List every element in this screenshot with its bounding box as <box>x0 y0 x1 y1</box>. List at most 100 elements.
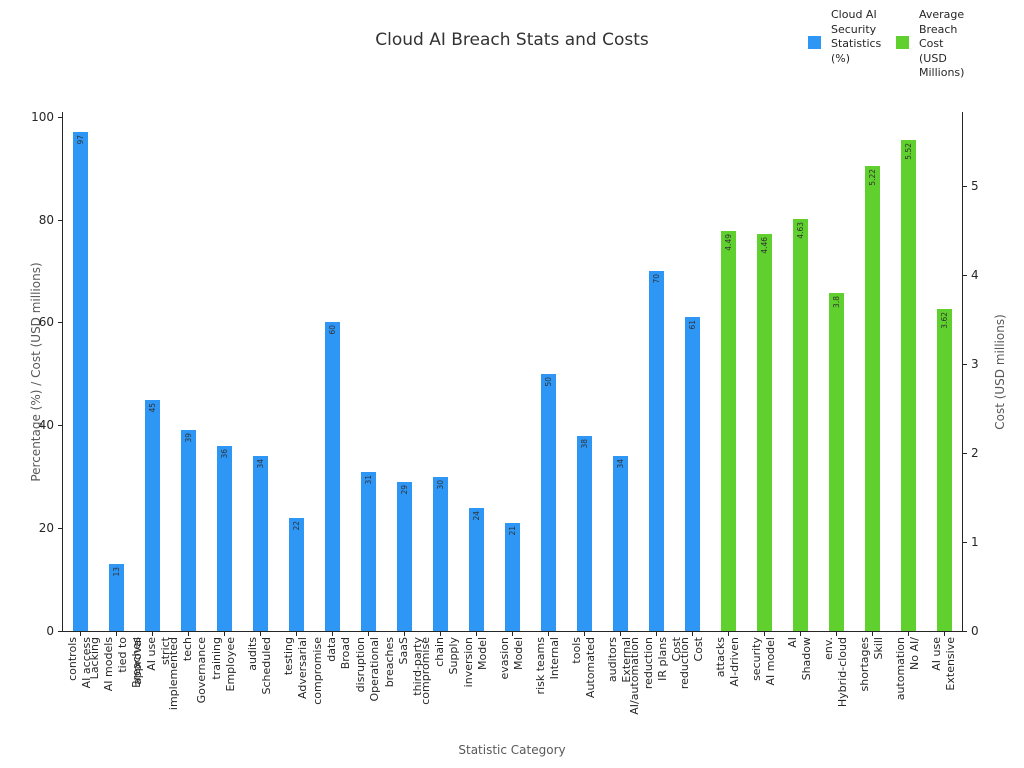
x-tick-mark <box>332 632 333 636</box>
bar-value-label: 38 <box>580 438 589 449</box>
bar-value-label: 3.8 <box>832 295 841 308</box>
x-tick-label: AI Shadow <box>786 637 813 681</box>
x-tick-label: audits Scheduled <box>246 637 273 695</box>
bar-value-label: 97 <box>76 135 85 145</box>
x-tick-label: AI/automation reduction IR plans Cost <box>628 637 683 715</box>
bar-breaches-tied-to-ai-models-lacking <box>108 564 124 631</box>
x-tick-label: automation No AI/ <box>894 637 921 701</box>
bar-value-label: 13 <box>112 567 121 577</box>
x-tick-mark <box>224 632 225 636</box>
bar-broad-data-compromise <box>324 322 340 631</box>
y-tick-mark-left <box>58 425 62 427</box>
y-tick-label-right: 3 <box>971 356 979 371</box>
y-tick-mark-left <box>58 219 62 221</box>
x-tick-label: attacks AI-driven <box>714 637 741 687</box>
bar-scheduled-audits <box>252 456 268 631</box>
x-tick-label: reduction Cost <box>678 637 705 690</box>
y-tick-mark-left <box>58 631 62 632</box>
bar-supply-chain-compromise <box>432 476 448 631</box>
y-tick-label-right: 5 <box>971 178 979 193</box>
y-tick-mark-right <box>963 452 967 454</box>
bar-value-label: 29 <box>400 484 409 495</box>
bar-value-label: 5.22 <box>868 169 877 186</box>
bar-value-label: 3.62 <box>940 311 949 329</box>
y-tick-label-left: 80 <box>38 212 54 227</box>
bar-skill-shortages <box>864 166 880 631</box>
x-tick-mark <box>116 632 117 636</box>
x-tick-mark <box>296 632 297 636</box>
x-tick-label: evasion Model <box>498 637 525 680</box>
y-tick-mark-right <box>963 631 967 632</box>
bar-value-label: 45 <box>148 402 157 413</box>
x-tick-mark <box>260 632 261 636</box>
x-tick-mark <box>80 632 81 636</box>
bar-ai-access-controls <box>72 132 88 631</box>
y-tick-mark-left <box>58 322 62 324</box>
x-tick-mark <box>584 632 585 636</box>
bar-cost-reduction <box>684 317 700 631</box>
x-tick-label: security AI model <box>750 637 777 686</box>
x-tick-mark <box>656 632 657 636</box>
bar-value-label: 61 <box>688 320 697 330</box>
x-tick-mark <box>548 632 549 636</box>
bar-value-label: 5.52 <box>904 142 913 160</box>
bar-governance-tech-implemented <box>180 430 196 631</box>
bar-value-label: 36 <box>220 448 229 459</box>
x-tick-label: testing Adversarial <box>282 637 309 699</box>
x-tick-mark <box>404 632 405 636</box>
x-tick-label: env. Hybrid-cloud <box>822 637 849 708</box>
bar-model-evasion <box>504 522 520 631</box>
bar-extensive-ai-use <box>936 308 952 631</box>
x-tick-label: training Employee <box>210 637 237 692</box>
x-tick-label: compromise chain Supply <box>419 637 460 705</box>
bar-automated-tools <box>576 435 592 631</box>
y-axis-right-label: Cost (USD millions) <box>993 314 1007 430</box>
x-tick-mark <box>188 632 189 636</box>
x-tick-label: inversion Model <box>462 637 489 688</box>
bar-employee-training <box>216 445 232 631</box>
bar-external-auditors <box>612 456 628 631</box>
bar-ai-driven-attacks <box>720 231 736 631</box>
bar-no-ai-automation <box>900 139 916 631</box>
bar-value-label: 30 <box>436 479 445 490</box>
x-tick-mark <box>836 632 837 636</box>
bar-value-label: 31 <box>364 474 373 485</box>
x-tick-label: AI use Extensive <box>930 637 957 691</box>
y-tick-mark-right <box>963 363 967 365</box>
y-tick-mark-left <box>58 116 62 118</box>
x-tick-mark <box>512 632 513 636</box>
y-tick-label-left: 60 <box>38 315 54 330</box>
bar-value-label: 70 <box>652 273 661 284</box>
bar-value-label: 21 <box>508 525 517 536</box>
x-tick-mark <box>872 632 873 636</box>
legend-swatch-blue <box>808 36 821 49</box>
legend-swatch-green <box>896 36 909 49</box>
bar-value-label: 24 <box>472 510 481 521</box>
x-tick-mark <box>620 632 621 636</box>
y-tick-label-right: 4 <box>971 267 979 282</box>
x-tick-mark <box>800 632 801 636</box>
bar-model-inversion <box>468 507 484 631</box>
chart-title: Cloud AI Breach Stats and Costs <box>375 30 649 50</box>
bar-value-label: 4.49 <box>724 234 733 251</box>
x-tick-mark <box>764 632 765 636</box>
x-tick-label: compromise data Broad <box>311 637 352 705</box>
bar-value-label: 50 <box>544 376 553 387</box>
bar-value-label: 22 <box>292 520 301 531</box>
x-tick-mark <box>152 632 153 636</box>
x-tick-mark <box>476 632 477 636</box>
bar-value-label: 4.63 <box>796 221 805 239</box>
bar-hybrid-cloud-env- <box>828 292 844 631</box>
x-tick-mark <box>944 632 945 636</box>
x-tick-mark <box>728 632 729 636</box>
bar-adversarial-testing <box>288 517 304 631</box>
y-tick-label-left: 40 <box>38 418 54 433</box>
x-tick-label: shortages Skill <box>858 637 885 692</box>
y-tick-label-left: 20 <box>38 521 54 536</box>
y-axis-right-spine <box>962 112 963 632</box>
legend-label-blue: Cloud AI Security Statistics (%) <box>831 8 882 65</box>
x-axis-label: Statistic Category <box>458 743 566 757</box>
bar-value-label: 34 <box>256 459 265 469</box>
y-tick-label-right: 2 <box>971 445 979 460</box>
